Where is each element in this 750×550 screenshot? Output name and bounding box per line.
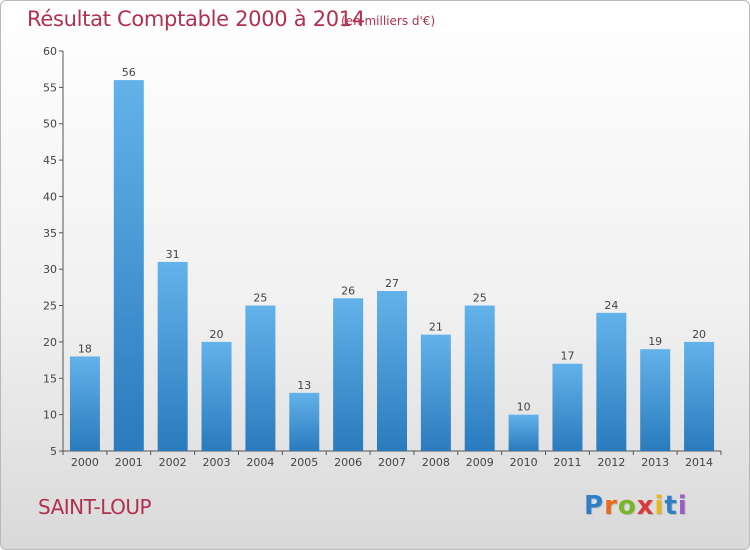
y-tick-label: 40 [43, 190, 57, 203]
bar-2013 [640, 349, 671, 451]
logo-letter: t [664, 491, 678, 521]
y-tick-label: 20 [43, 336, 57, 349]
y-tick-label: 30 [43, 263, 57, 276]
x-tick-label: 2001 [115, 456, 143, 469]
logo-letter: x [636, 491, 655, 521]
x-tick-label: 2010 [510, 456, 538, 469]
commune-name: SAINT-LOUP [38, 495, 152, 519]
data-label-2002: 31 [166, 248, 180, 261]
bar-2007 [377, 291, 407, 451]
data-label-2003: 20 [210, 328, 224, 341]
x-tick-label: 2014 [685, 456, 713, 469]
bar-2010 [508, 414, 539, 451]
logo-letter: i [654, 491, 665, 521]
y-axis: 5 10 15 20 25 30 35 40 45 50 55 60 [43, 45, 64, 458]
bar-2011 [552, 363, 583, 451]
logo-letter: o [617, 491, 637, 521]
bar-2003 [201, 341, 232, 451]
x-tick-label: 2005 [290, 456, 318, 469]
y-tick-label: 45 [43, 154, 57, 167]
proxiti-logo: Proxiti [584, 491, 688, 521]
x-tick-label: 2007 [378, 456, 406, 469]
x-tick-label: 2003 [203, 456, 231, 469]
data-label-2012: 24 [604, 299, 618, 312]
bar-2012 [596, 312, 627, 451]
bar-2008 [420, 334, 451, 451]
data-label-2004: 25 [253, 292, 267, 305]
data-label-2011: 17 [560, 350, 574, 363]
logo-letter: i [677, 491, 688, 521]
bar-2005 [289, 392, 320, 451]
data-label-2008: 21 [429, 321, 443, 334]
bar-2009 [464, 305, 495, 451]
x-tick-label: 2004 [246, 456, 274, 469]
logo-letter: r [604, 491, 618, 521]
x-tick-label: 2006 [334, 456, 362, 469]
logo-letter: P [584, 491, 605, 521]
y-tick-label: 60 [43, 45, 57, 58]
bar-2006 [333, 298, 364, 451]
chart-subtitle: (en milliers d'€) [341, 14, 436, 28]
bar-2004 [245, 305, 276, 451]
chart-title: Résultat Comptable 2000 à 2014 [27, 7, 365, 31]
data-label-2000: 18 [78, 342, 92, 355]
y-tick-label: 10 [43, 409, 57, 422]
data-label-2006: 26 [341, 284, 355, 297]
y-tick-label: 35 [43, 227, 57, 240]
bars-group: 18 56 31 20 25 13 26 27 21 25 10 17 24 19 20 [69, 66, 715, 451]
x-tick-label: 2011 [553, 456, 581, 469]
data-label-2007: 27 [385, 277, 399, 290]
bar-2014 [684, 341, 715, 451]
x-tick-label: 2013 [641, 456, 669, 469]
data-label-2005: 13 [297, 379, 311, 392]
x-tick-label: 2008 [422, 456, 450, 469]
data-label-2010: 10 [517, 401, 531, 414]
x-tick-label: 2012 [597, 456, 625, 469]
y-tick-label: 50 [43, 118, 57, 131]
bar-2001 [113, 80, 144, 451]
x-tick-label: 2009 [466, 456, 494, 469]
x-tick-label: 2002 [159, 456, 187, 469]
y-tick-label: 25 [43, 300, 57, 313]
y-tick-label: 15 [43, 372, 57, 385]
x-axis: 2000 2001 2002 2003 2004 2005 2006 2007 2008 2009… [62, 450, 722, 469]
y-tick-label: 5 [50, 445, 57, 458]
bar-2002 [157, 261, 188, 451]
data-label-2014: 20 [692, 328, 706, 341]
y-tick-label: 55 [43, 81, 57, 94]
bar-2000 [69, 356, 100, 451]
data-label-2009: 25 [473, 292, 487, 305]
data-label-2001: 56 [122, 66, 136, 79]
data-label-2013: 19 [648, 335, 662, 348]
x-tick-label: 2000 [71, 456, 99, 469]
